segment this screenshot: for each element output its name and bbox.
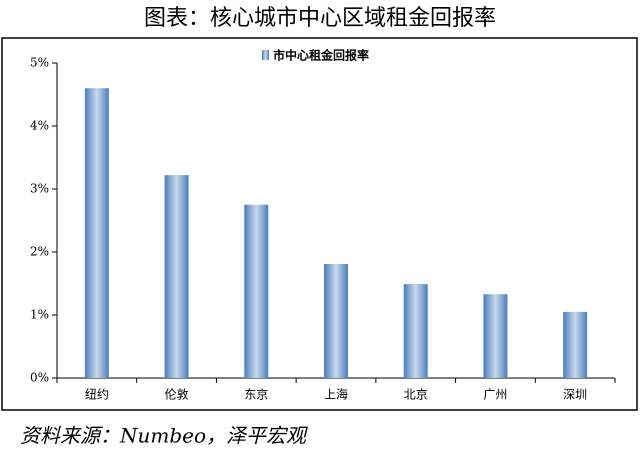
bar: [84, 88, 109, 378]
y-tick-label: 5%: [30, 56, 49, 70]
legend-marker: [262, 50, 269, 60]
bar: [324, 263, 348, 378]
y-tick-label: 3%: [30, 182, 49, 196]
y-tick-label: 0%: [30, 371, 49, 385]
bar: [483, 294, 508, 378]
x-tick-label: 广州: [483, 388, 507, 402]
x-tick-label: 纽约: [85, 387, 109, 402]
chart-title: 图表：核心城市中心区域租金回报率: [144, 6, 496, 31]
bar: [244, 204, 269, 378]
x-tick-label: 上海: [324, 387, 348, 402]
bar: [563, 311, 588, 378]
bar: [164, 175, 189, 378]
x-tick-label: 深圳: [563, 388, 587, 402]
y-tick-label: 2%: [30, 245, 49, 259]
chart-frame: [1, 37, 638, 411]
legend-label: 市中心租金回报率: [273, 48, 369, 63]
x-tick-label: 北京: [404, 388, 428, 402]
y-tick-label: 4%: [30, 119, 49, 133]
y-tick-label: 1%: [30, 308, 49, 322]
x-tick-label: 伦敦: [165, 387, 189, 402]
source-note: 资料来源：Numbeo，泽平宏观: [20, 424, 308, 448]
x-tick-label: 东京: [244, 388, 268, 402]
bar: [403, 284, 428, 378]
